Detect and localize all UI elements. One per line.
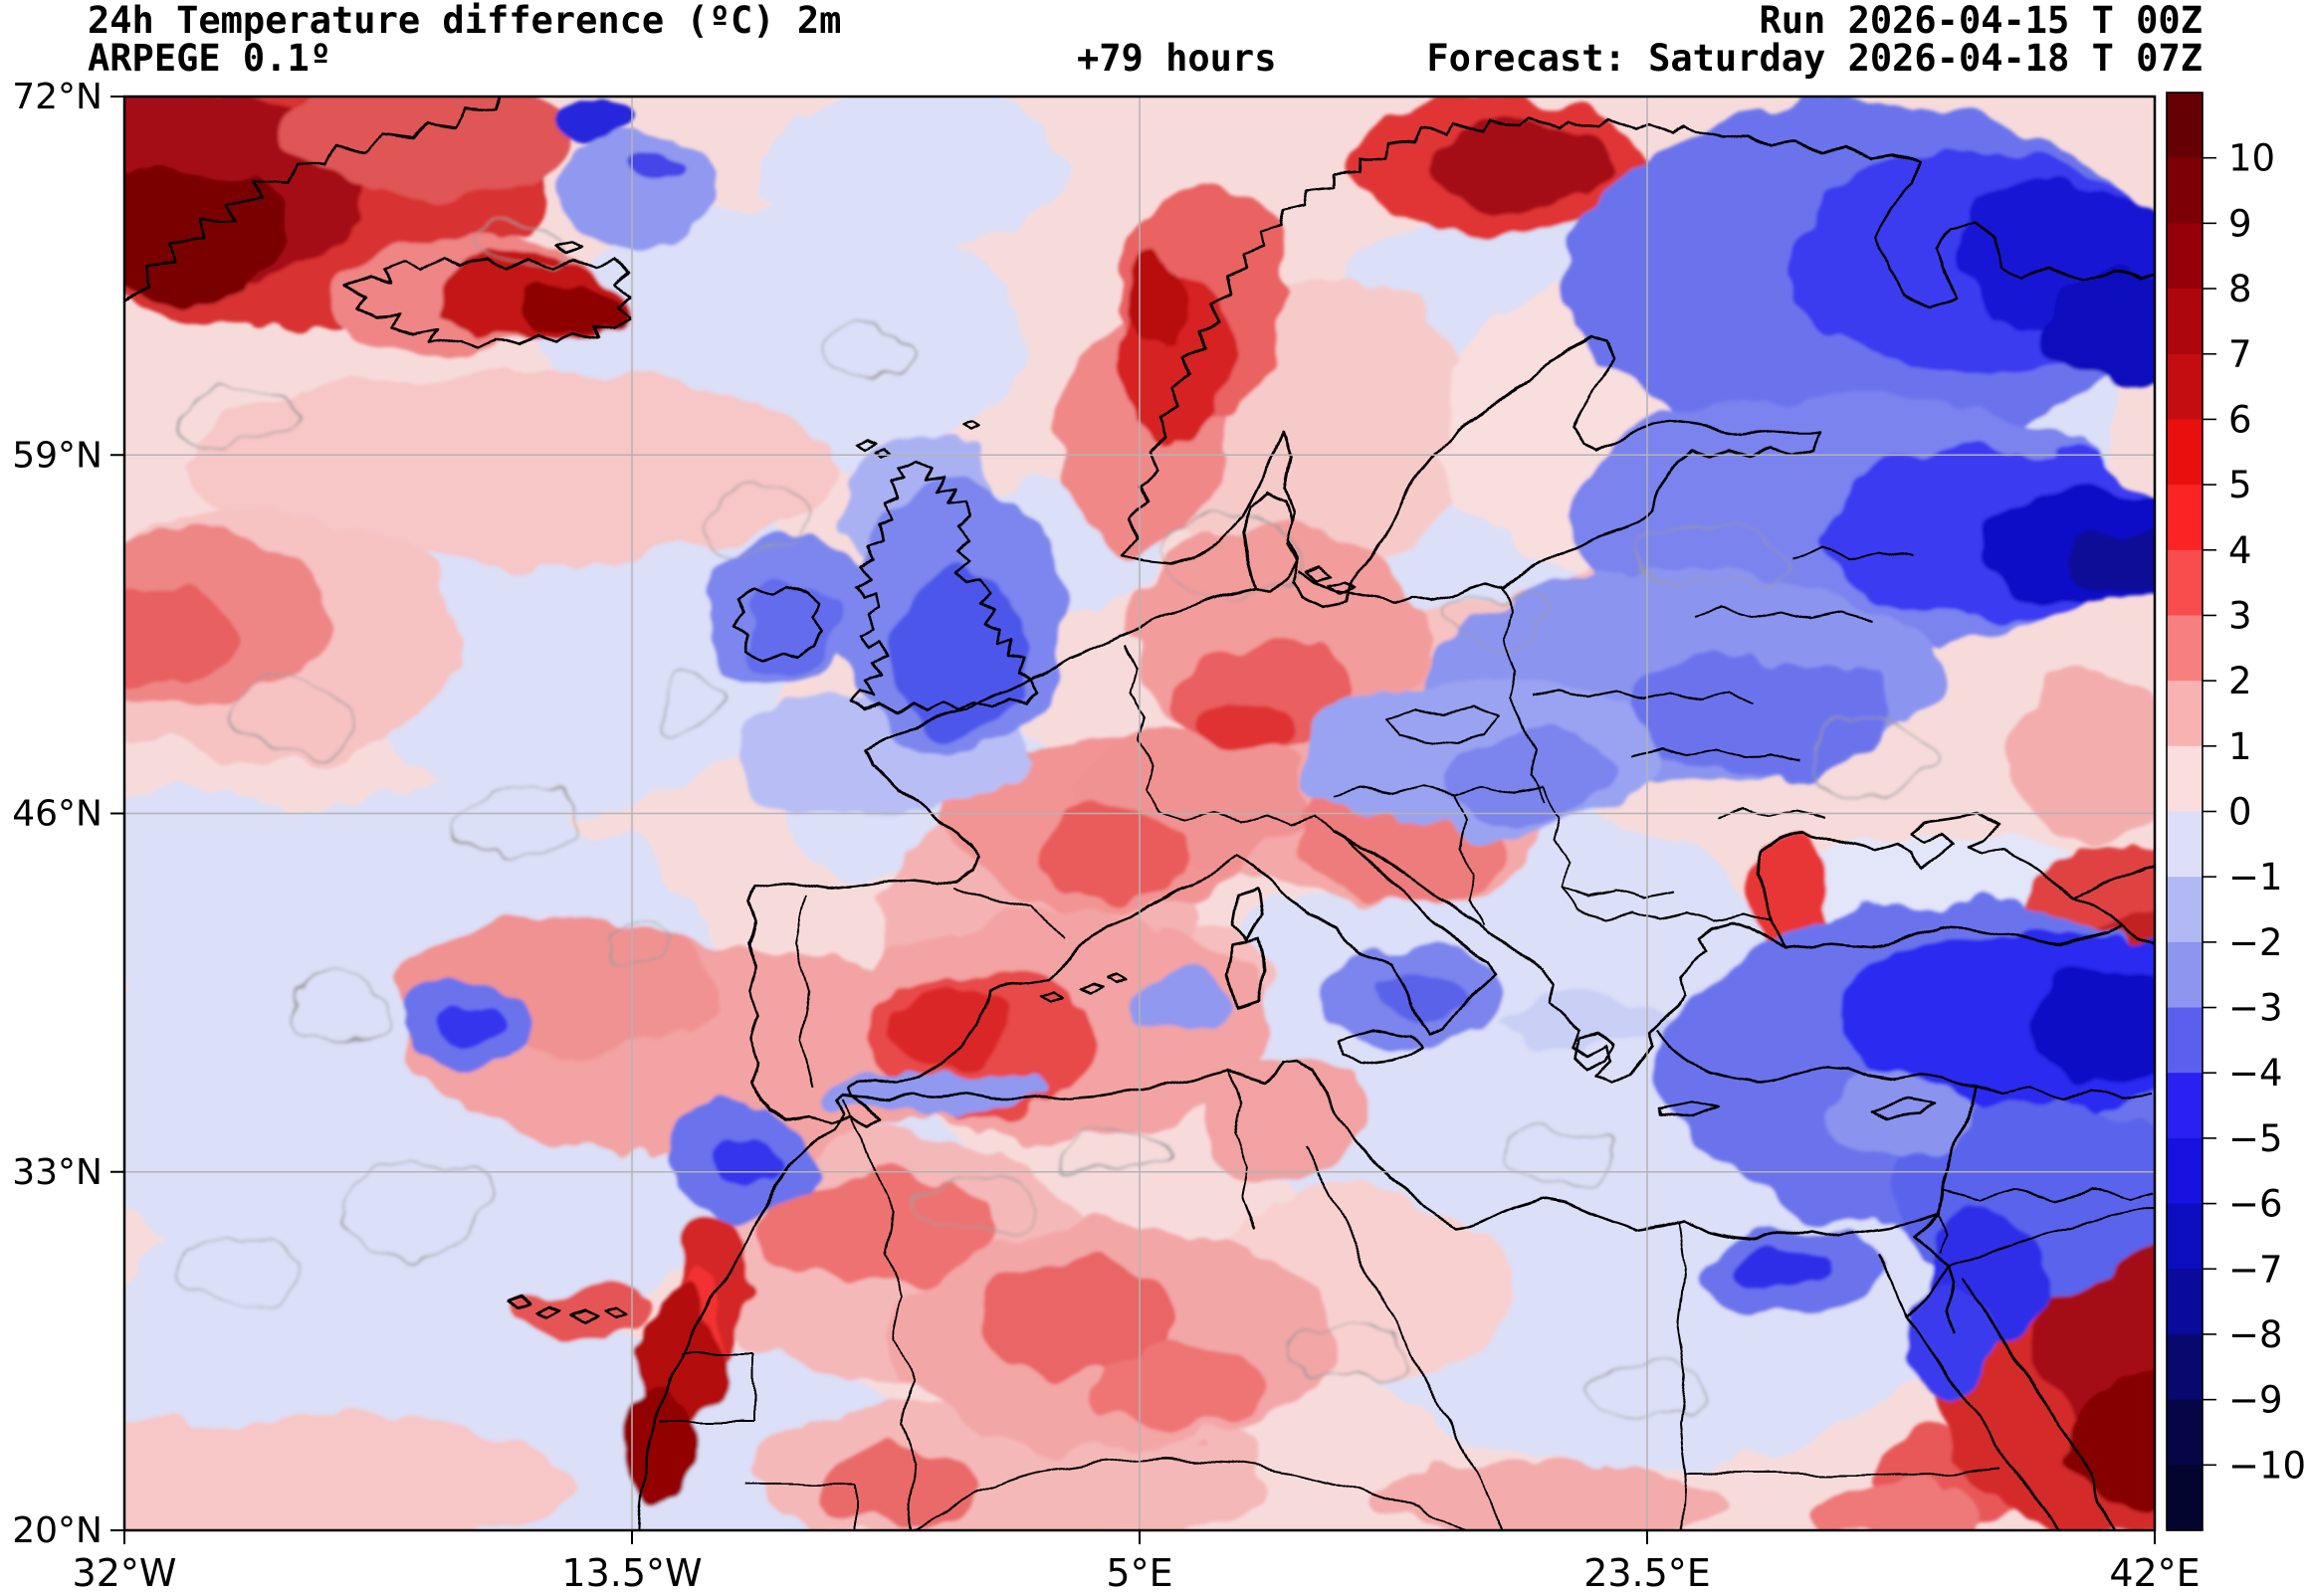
colorbar-tick-label: −2 [2228,921,2283,964]
y-tick-label: 20°N [12,1510,103,1551]
coast-canaries [508,1293,629,1324]
coast-black-sea [1756,812,2126,949]
coast-iceland [342,256,635,347]
colorbar-tick-label: 7 [2228,333,2252,376]
colorbar-tick-label: −4 [2228,1052,2283,1095]
colorbar-segment [2167,1333,2203,1401]
coast-ireland [733,585,824,661]
x-tick-label: 23.5°E [1583,1551,1711,1595]
colorbar-segment [2167,353,2203,421]
colorbar-segment [2167,1203,2203,1270]
colorbar-segment [2167,1073,2203,1139]
colorbar-segment [2167,877,2203,943]
model-label: ARPEGE 0.1º [88,37,332,80]
coast-balearics [1039,973,1128,1005]
colorbar-tick-label: 9 [2228,202,2252,245]
coast-greenland [124,97,502,300]
colorbar-segment [2167,941,2203,1009]
colorbar-segment [2167,811,2203,878]
x-tick-label: 5°E [1106,1551,1172,1595]
coast-baltic [1121,336,1821,609]
colorbar-segment [2167,549,2203,617]
coast-corsica [1232,887,1262,942]
y-tick-label: 59°N [12,435,103,476]
coast-caucasus [2074,864,2155,949]
y-tick-label: 33°N [12,1152,103,1193]
run-label: Run 2026-04-15 T 00Z [1759,0,2203,42]
colorbar-segment [2167,1007,2203,1074]
colorbar-segment [2167,93,2203,159]
colorbar-segment [2167,1269,2203,1335]
colorbar-segment [2167,223,2203,290]
colorbar-tick-label: −7 [2228,1248,2283,1291]
country-borders [661,548,2155,1530]
colorbar-tick-label: −3 [2228,987,2283,1030]
x-tick-label: 42°E [2109,1551,2200,1595]
coast-greece-aegean [1539,921,1786,1087]
colorbar-tick-label: −1 [2228,856,2283,898]
lead-time-label: +79 hours [1077,37,1277,80]
colorbar-tick-label: −5 [2228,1117,2283,1160]
coast-dalmatia [1332,830,1543,969]
coastlines [124,97,2155,1530]
colorbar-tick-label: 10 [2228,137,2275,180]
colorbar-tick-label: −10 [2228,1444,2306,1487]
y-tick-label: 72°N [12,77,103,117]
coast-cyprus [1875,1098,1937,1120]
colorbar-segment [2167,615,2203,682]
forecast-label: Forecast: Saturday 2026-04-18 T 07Z [1426,37,2203,80]
colorbar-tick-label: 0 [2228,791,2252,834]
colorbar-tick-label: 6 [2228,398,2252,441]
y-tick-label: 46°N [12,794,103,835]
colorbar-segment [2167,745,2203,813]
coast-peloponnese [1574,1033,1614,1071]
colorbar-tick-label: 2 [2228,660,2252,702]
x-tick-label: 32°W [73,1551,177,1595]
coast-norway-arctic [1121,115,2155,559]
colorbar-tick-label: 4 [2228,529,2252,572]
gridlines [124,97,2155,1530]
x-axis: 32°W 13.5°W 5°E 23.5°E 42°E [73,1530,2201,1595]
coast-sicily [1337,1028,1423,1069]
coast-denmark [1241,491,1356,595]
colorbar-tick-label: 3 [2228,594,2252,637]
coast-sardinia [1224,938,1266,1009]
colorbar-segment [2167,485,2203,551]
colorbar-segment [2167,157,2203,224]
x-tick-label: 13.5°W [561,1551,702,1595]
colorbar-segment [2167,289,2203,355]
y-axis: 72°N 59°N 46°N 33°N 20°N [12,77,124,1551]
colorbar-segment [2167,1137,2203,1205]
colorbar-segment [2167,681,2203,747]
colorbar-tick-label: 1 [2228,725,2252,768]
colorbar-tick-label: −8 [2228,1313,2283,1356]
zero-contours [178,226,1932,1422]
coast-jan-mayen [555,237,583,253]
coast-crete [1656,1100,1722,1120]
temperature-field [124,97,2155,1530]
colorbar-tick-label: 8 [2228,268,2252,310]
coast-turkey-levant-africa [635,1028,1977,1530]
colorbar-segment [2167,419,2203,486]
colorbar-segment [2167,1465,2203,1531]
colorbar-segment [2167,1399,2203,1466]
page-title: 24h Temperature difference (ºC) 2m [88,0,842,42]
coast-great-britain [848,458,1040,713]
colorbar-tick-label: −6 [2228,1183,2283,1226]
colorbar-tick-label: 5 [2228,464,2252,506]
colorbar-tick-label: −9 [2228,1379,2283,1422]
